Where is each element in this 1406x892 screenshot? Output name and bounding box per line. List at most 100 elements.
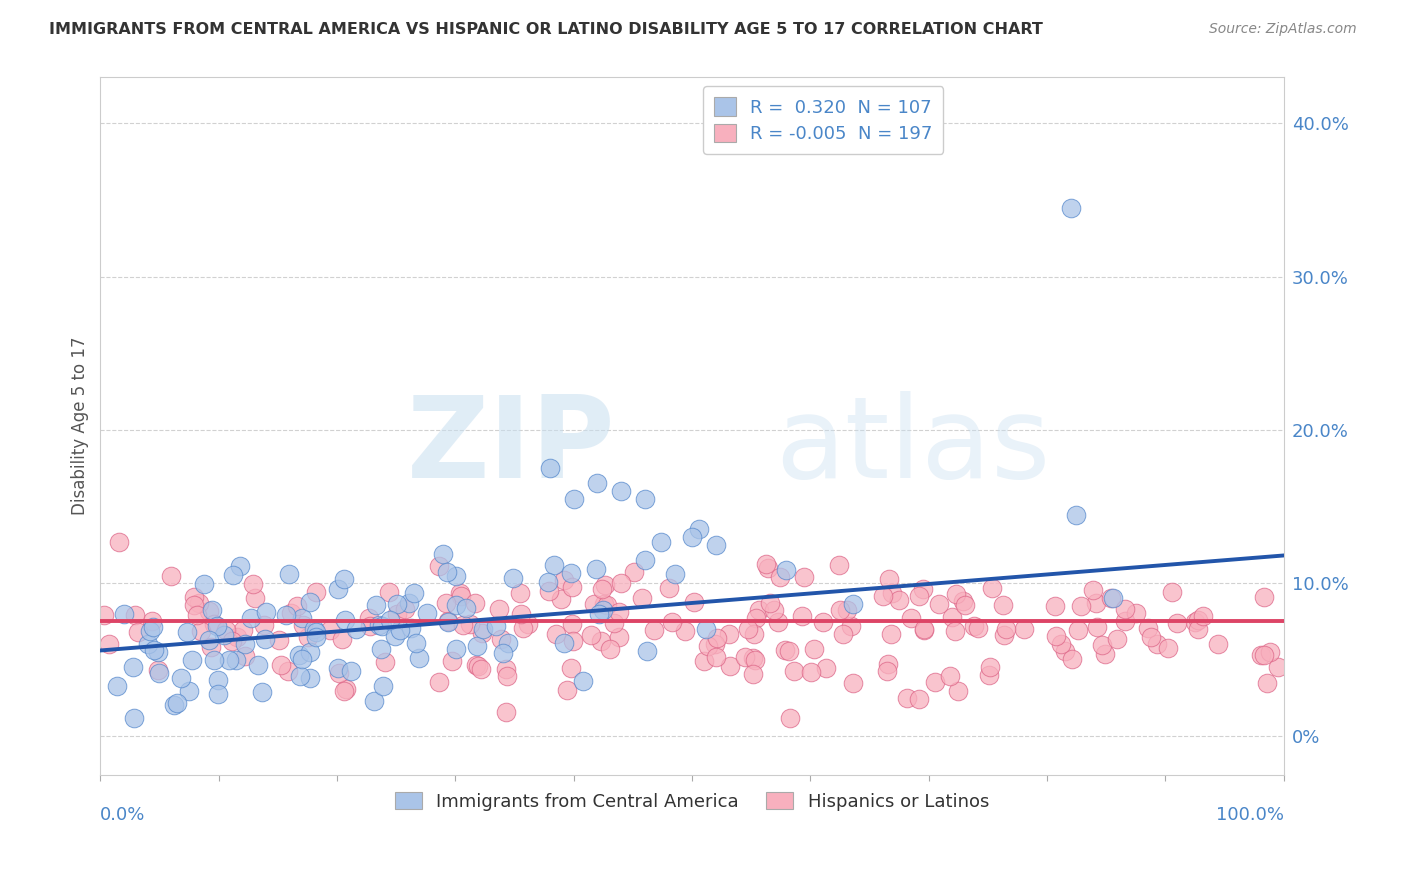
Point xyxy=(148,665,170,680)
Point xyxy=(436,566,458,580)
Point xyxy=(254,632,277,647)
Point xyxy=(1250,648,1272,662)
Point xyxy=(962,619,984,633)
Point xyxy=(291,651,314,665)
Point xyxy=(1146,637,1168,651)
Point xyxy=(636,643,658,657)
Point xyxy=(200,640,222,654)
Point xyxy=(553,573,575,587)
Point xyxy=(1064,508,1087,522)
Point xyxy=(900,611,922,625)
Point xyxy=(553,636,575,650)
Point xyxy=(706,631,728,645)
Point xyxy=(593,598,616,612)
Point xyxy=(408,650,430,665)
Point xyxy=(792,608,814,623)
Point xyxy=(704,650,727,665)
Point xyxy=(465,639,488,653)
Point xyxy=(124,608,146,623)
Point xyxy=(139,624,162,638)
Point xyxy=(451,617,474,632)
Point xyxy=(471,626,494,640)
Point xyxy=(404,586,426,600)
Point xyxy=(270,657,292,672)
Point xyxy=(141,615,163,629)
Point xyxy=(359,619,381,633)
Point xyxy=(436,596,458,610)
Point xyxy=(742,667,765,681)
Point xyxy=(610,575,633,590)
Point xyxy=(464,658,486,673)
Point xyxy=(1045,599,1067,614)
Point xyxy=(218,653,240,667)
Point xyxy=(560,566,582,580)
Point xyxy=(1085,620,1108,634)
Point xyxy=(235,637,257,651)
Point xyxy=(1114,602,1136,616)
Point xyxy=(1067,624,1090,638)
Point xyxy=(385,607,408,621)
Point xyxy=(127,624,149,639)
Point xyxy=(993,628,1015,642)
Point xyxy=(1136,621,1159,635)
Point xyxy=(718,627,741,641)
Point xyxy=(775,563,797,577)
Point xyxy=(93,607,115,622)
Point xyxy=(912,582,935,597)
Point xyxy=(803,641,825,656)
Point xyxy=(240,610,263,624)
Point xyxy=(1187,613,1209,627)
Point xyxy=(555,683,578,698)
Point xyxy=(593,578,616,592)
Point xyxy=(245,591,267,606)
Point xyxy=(225,653,247,667)
Point xyxy=(591,582,613,597)
Point xyxy=(297,631,319,645)
Point xyxy=(122,711,145,725)
Point xyxy=(440,654,463,668)
Point xyxy=(374,655,396,669)
Point xyxy=(880,627,903,641)
Point xyxy=(537,574,560,589)
Point xyxy=(924,675,946,690)
Point xyxy=(326,582,349,596)
Point xyxy=(276,608,298,623)
Point xyxy=(1192,608,1215,623)
Point xyxy=(952,594,974,608)
Point xyxy=(589,634,612,648)
Point xyxy=(136,637,159,651)
Point xyxy=(280,606,302,620)
Point xyxy=(437,614,460,628)
Point xyxy=(1085,596,1108,610)
Point xyxy=(385,598,408,612)
Point xyxy=(588,607,610,621)
Point xyxy=(470,662,492,676)
Point xyxy=(828,603,851,617)
Point xyxy=(827,558,849,572)
Point xyxy=(571,674,593,689)
Point xyxy=(512,621,534,635)
Point xyxy=(177,684,200,698)
Point xyxy=(658,582,681,596)
Point xyxy=(946,683,969,698)
Point xyxy=(661,615,683,630)
Point xyxy=(444,642,467,657)
Point xyxy=(793,570,815,584)
Point xyxy=(1053,644,1076,658)
Point xyxy=(768,570,790,584)
Point xyxy=(495,662,517,676)
Point xyxy=(215,624,238,638)
Point xyxy=(991,599,1014,613)
Point xyxy=(634,553,657,567)
Point xyxy=(758,596,780,610)
Point xyxy=(1091,638,1114,652)
Point xyxy=(207,673,229,687)
Point xyxy=(335,613,357,627)
Point xyxy=(1014,622,1036,636)
Point xyxy=(299,671,322,685)
Point xyxy=(579,628,602,642)
Point xyxy=(945,586,967,600)
Point xyxy=(496,636,519,650)
Point xyxy=(896,690,918,705)
Point xyxy=(550,592,572,607)
